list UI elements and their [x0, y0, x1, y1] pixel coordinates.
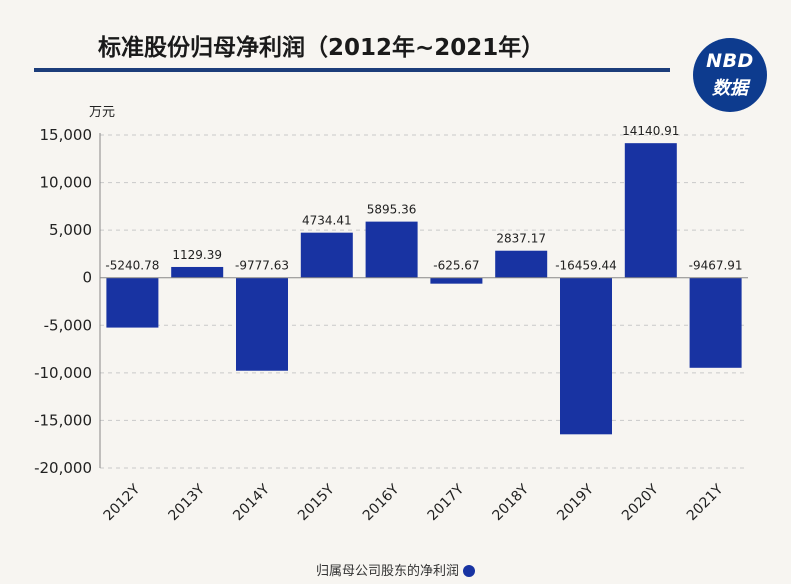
y-tick-label: -10,000 [34, 364, 92, 382]
x-tick-label: 2021Y [684, 481, 727, 524]
x-tick-label: 2017Y [425, 481, 468, 524]
y-tick-label: -15,000 [34, 411, 92, 429]
bar [171, 266, 224, 278]
x-tick-label: 2018Y [489, 481, 532, 524]
y-axis-unit: 万元 [89, 105, 116, 120]
data-label: -16459.44 [555, 259, 617, 273]
nbd-logo: NBD 数据 [693, 38, 767, 112]
x-tick-label: 2019Y [554, 481, 597, 524]
data-label: -9467.91 [689, 259, 743, 273]
bar [106, 277, 159, 328]
logo-text-data: 数据 [712, 78, 748, 99]
y-tick-label: 10,000 [40, 174, 93, 192]
bar [365, 221, 418, 278]
x-tick-label: 2015Y [295, 481, 338, 524]
chart-title: 标准股份归母净利润（2012年~2021年） [98, 35, 545, 61]
bar [560, 277, 612, 435]
y-tick-label: 0 [82, 269, 92, 287]
y-tick-label: -20,000 [34, 459, 92, 477]
bar [624, 143, 677, 278]
x-tick-label: 2012Y [101, 481, 144, 524]
x-tick-label: 2020Y [619, 481, 662, 524]
x-tick-label: 2016Y [360, 481, 403, 524]
data-label: 2837.17 [496, 232, 546, 246]
bar [430, 277, 483, 284]
x-tick-label: 2013Y [165, 481, 208, 524]
y-tick-label: 15,000 [40, 126, 93, 144]
data-label: 4734.41 [302, 214, 352, 228]
x-tick-label: 2014Y [230, 481, 273, 524]
y-tick-label: 5,000 [49, 221, 92, 239]
data-label: 1129.39 [172, 248, 222, 262]
bar [689, 277, 742, 368]
legend: 归属母公司股东的净利润 [0, 560, 791, 579]
bar [236, 277, 288, 371]
data-label: -5240.78 [105, 259, 159, 273]
legend-label: 归属母公司股东的净利润 [315, 564, 459, 579]
data-label: -9777.63 [235, 259, 289, 273]
data-label: -625.67 [433, 259, 479, 273]
bar [300, 232, 353, 278]
bar [495, 250, 548, 278]
legend-swatch [463, 565, 475, 577]
title-underline [34, 68, 670, 72]
data-label: 14140.91 [622, 124, 679, 138]
y-tick-label: -5,000 [44, 316, 92, 334]
data-label: 5895.36 [367, 203, 417, 217]
logo-text-nbd: NBD [706, 50, 754, 72]
